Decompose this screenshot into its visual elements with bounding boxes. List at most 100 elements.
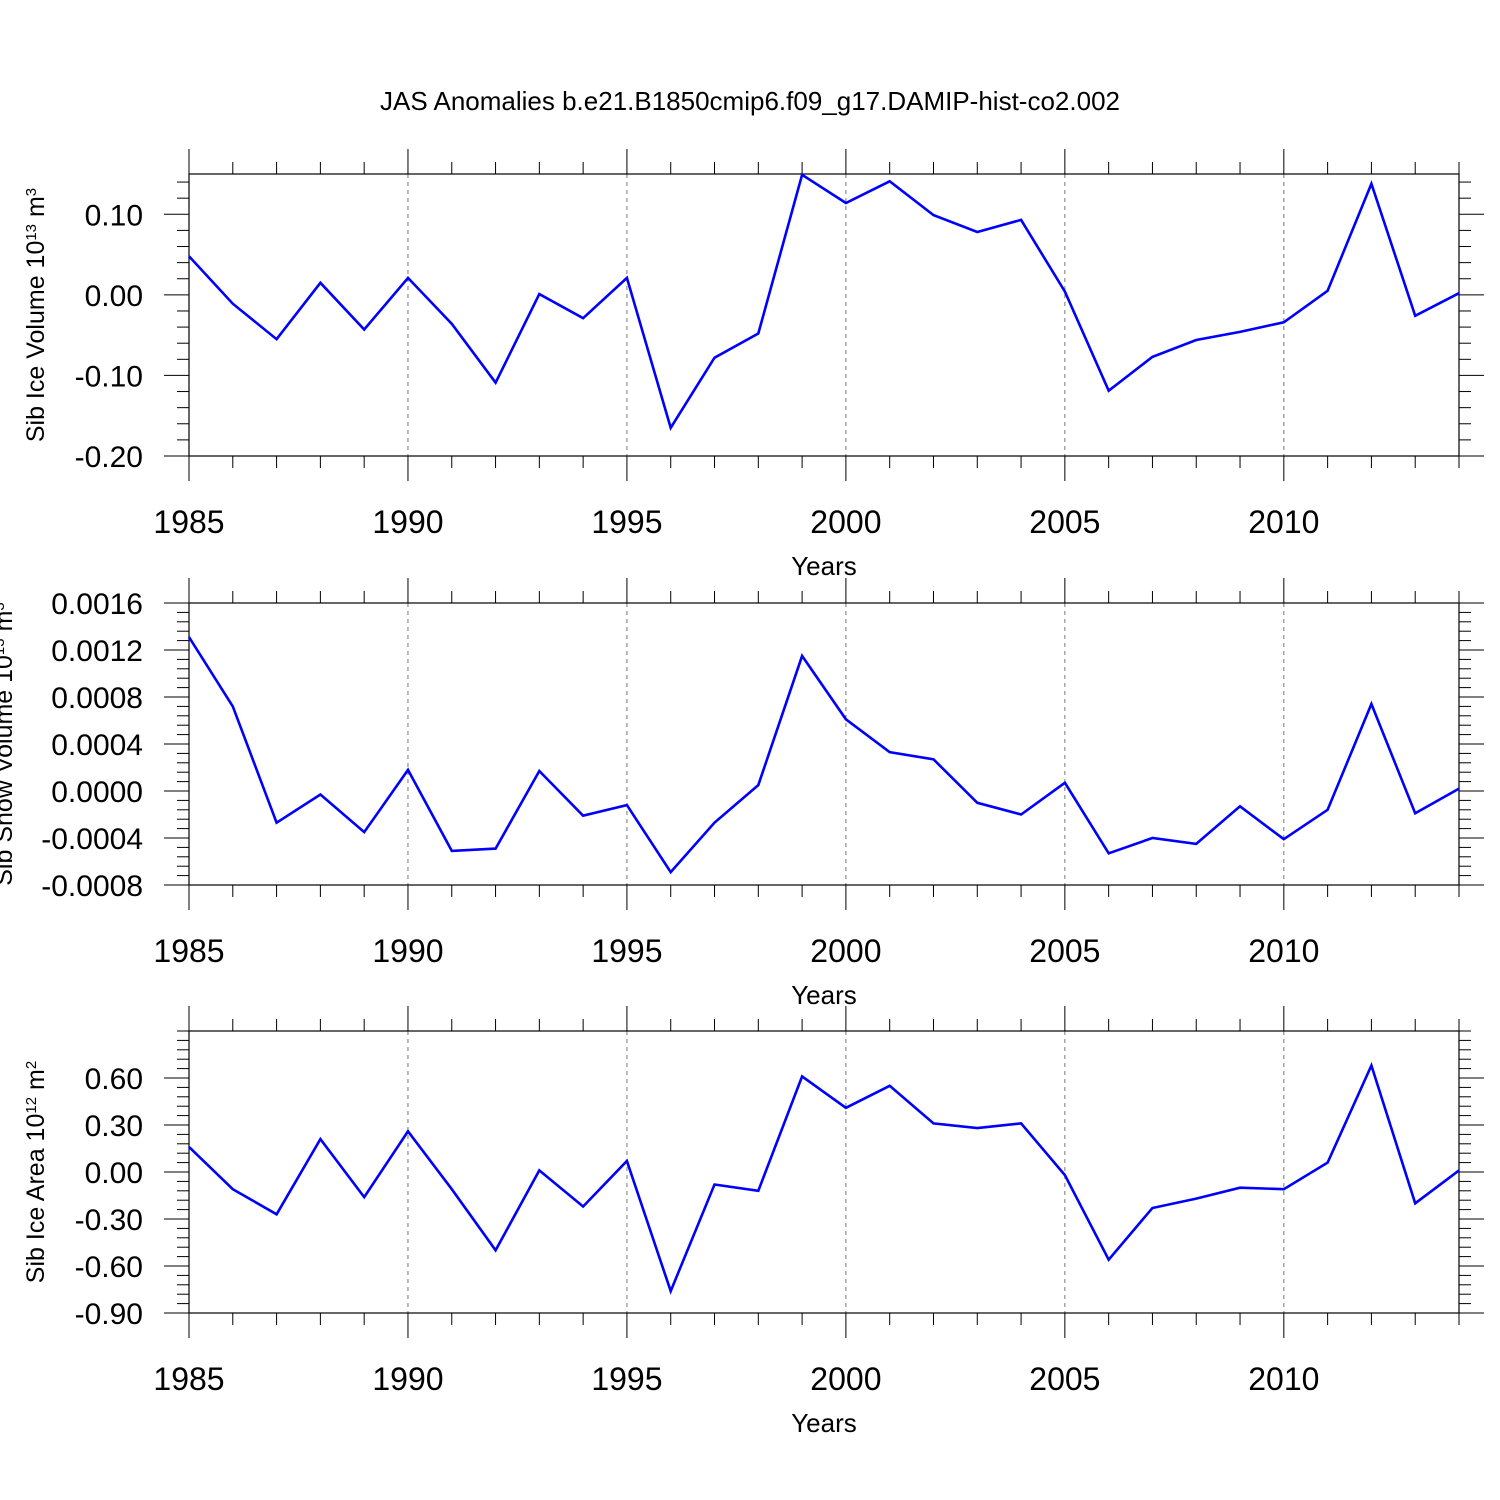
data-point [317,792,323,798]
data-point [930,212,936,218]
data-point [887,178,893,184]
data-point [624,1158,630,1164]
data-point [1106,1257,1112,1263]
x-tick-label: 1985 [153,1361,224,1397]
data-point [186,253,192,259]
data-point [493,1247,499,1253]
data-point [1018,1120,1024,1126]
data-point [887,1083,893,1089]
y-tick-label: -0.0008 [41,870,143,903]
y-tick-label: 0.10 [85,199,143,232]
data-point [580,315,586,321]
y-tick-label: 0.0008 [51,682,143,715]
y-axis-label: Sib Ice Area 1012 m2 [22,1061,50,1283]
data-point [1325,288,1331,294]
x-axis-label: Years [791,1408,857,1438]
x-tick-label: 1985 [153,504,224,540]
data-point [1368,1062,1374,1068]
data-point [274,336,280,342]
y-tick-label: 0.60 [85,1063,143,1096]
data-point [1412,313,1418,319]
data-point [1062,289,1068,295]
x-tick-label: 1990 [372,933,443,969]
data-point [361,1194,367,1200]
data-point [755,1188,761,1194]
data-point [1456,786,1462,792]
y-axis-label: Sib Snow Volume 1013 m3 [0,602,18,886]
data-point [712,820,718,826]
x-axis-label: Years [791,980,857,1010]
data-point [974,800,980,806]
data-point [1149,1205,1155,1211]
data-point [274,820,280,826]
plot-frame [188,173,1460,457]
y-tick-label: -0.90 [75,1298,143,1331]
data-point [230,1186,236,1192]
data-point [1325,807,1331,813]
data-point [930,1120,936,1126]
x-tick-label: 2010 [1248,504,1319,540]
data-point [580,1203,586,1209]
chart-title: JAS Anomalies b.e21.B1850cmip6.f09_g17.D… [380,86,1120,116]
data-point [1456,1167,1462,1173]
data-point [536,768,542,774]
data-point [712,1182,718,1188]
data-point [1237,329,1243,335]
data-point [1412,1200,1418,1206]
data-point [405,767,411,773]
data-point [1193,841,1199,847]
data-point [580,813,586,819]
y-tick-label: -0.0004 [41,823,143,856]
data-point [1325,1160,1331,1166]
x-tick-label: 2005 [1029,933,1100,969]
x-tick-label: 1990 [372,1361,443,1397]
x-tick-label: 1995 [591,933,662,969]
data-point [1281,319,1287,325]
data-point [843,716,849,722]
chart-panel-sib-ice-volume: -0.20 -0.10 0.00 0.10 1985 1990 1995 2000 2005 20… [22,149,1484,581]
data-point [1281,836,1287,842]
data-point [1281,1186,1287,1192]
data-point [361,829,367,835]
data-point [668,425,674,431]
data-point [624,275,630,281]
data-point [1456,290,1462,296]
data-point [843,200,849,206]
data-point [1412,810,1418,816]
plot-frame [188,602,1460,886]
data-point [405,275,411,281]
x-tick-label: 2010 [1248,1361,1319,1397]
data-point [1149,835,1155,841]
data-point [1193,337,1199,343]
data-point [755,782,761,788]
x-tick-label: 1990 [372,504,443,540]
data-point [1368,701,1374,707]
y-tick-label: 0.0016 [51,588,143,621]
series-line-sib-ice-area [188,1061,1460,1295]
data-point [1237,803,1243,809]
data-point [449,1186,455,1192]
y-tick-label: -0.20 [75,441,143,474]
data-point [536,1167,542,1173]
data-point [799,172,805,178]
data-point [230,703,236,709]
data-point [317,1136,323,1142]
data-point [1018,812,1024,818]
x-tick-label: 2005 [1029,504,1100,540]
data-point [1237,1185,1243,1191]
y-tick-label: -0.60 [75,1251,143,1284]
y-axis-label: Sib Ice Volume 1013 m3 [22,188,50,442]
data-point [1193,1196,1199,1202]
data-point [449,321,455,327]
data-point [493,380,499,386]
data-point [799,1073,805,1079]
series-line-sib-ice-volume [188,172,1460,431]
y-tick-label: -0.10 [75,360,143,393]
y-tick-label: 0.30 [85,1110,143,1143]
y-tick-label: 0.00 [85,280,143,313]
x-tick-label: 2005 [1029,1361,1100,1397]
data-point [1106,850,1112,856]
x-tick-label: 2010 [1248,933,1319,969]
data-point [186,1144,192,1150]
